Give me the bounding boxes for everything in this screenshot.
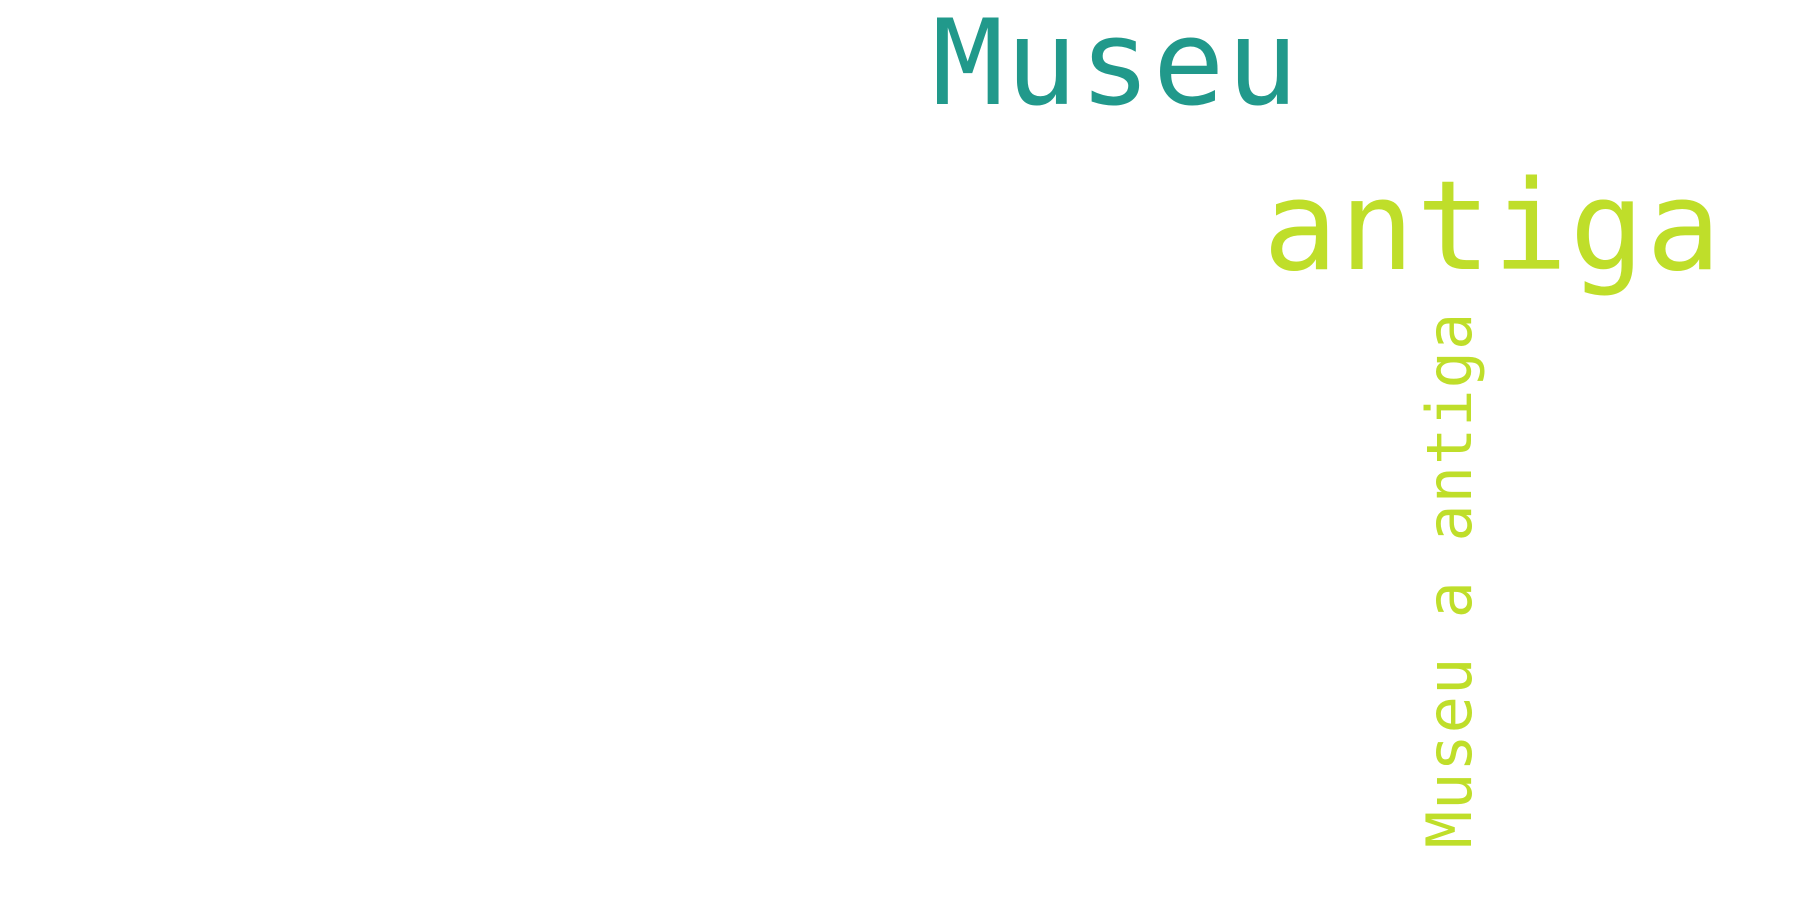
- word-antiga: antiga: [1263, 155, 1723, 299]
- word-museu: Museu: [932, 0, 1301, 133]
- word-museu-a-antiga: Museu a antiga: [1413, 311, 1486, 849]
